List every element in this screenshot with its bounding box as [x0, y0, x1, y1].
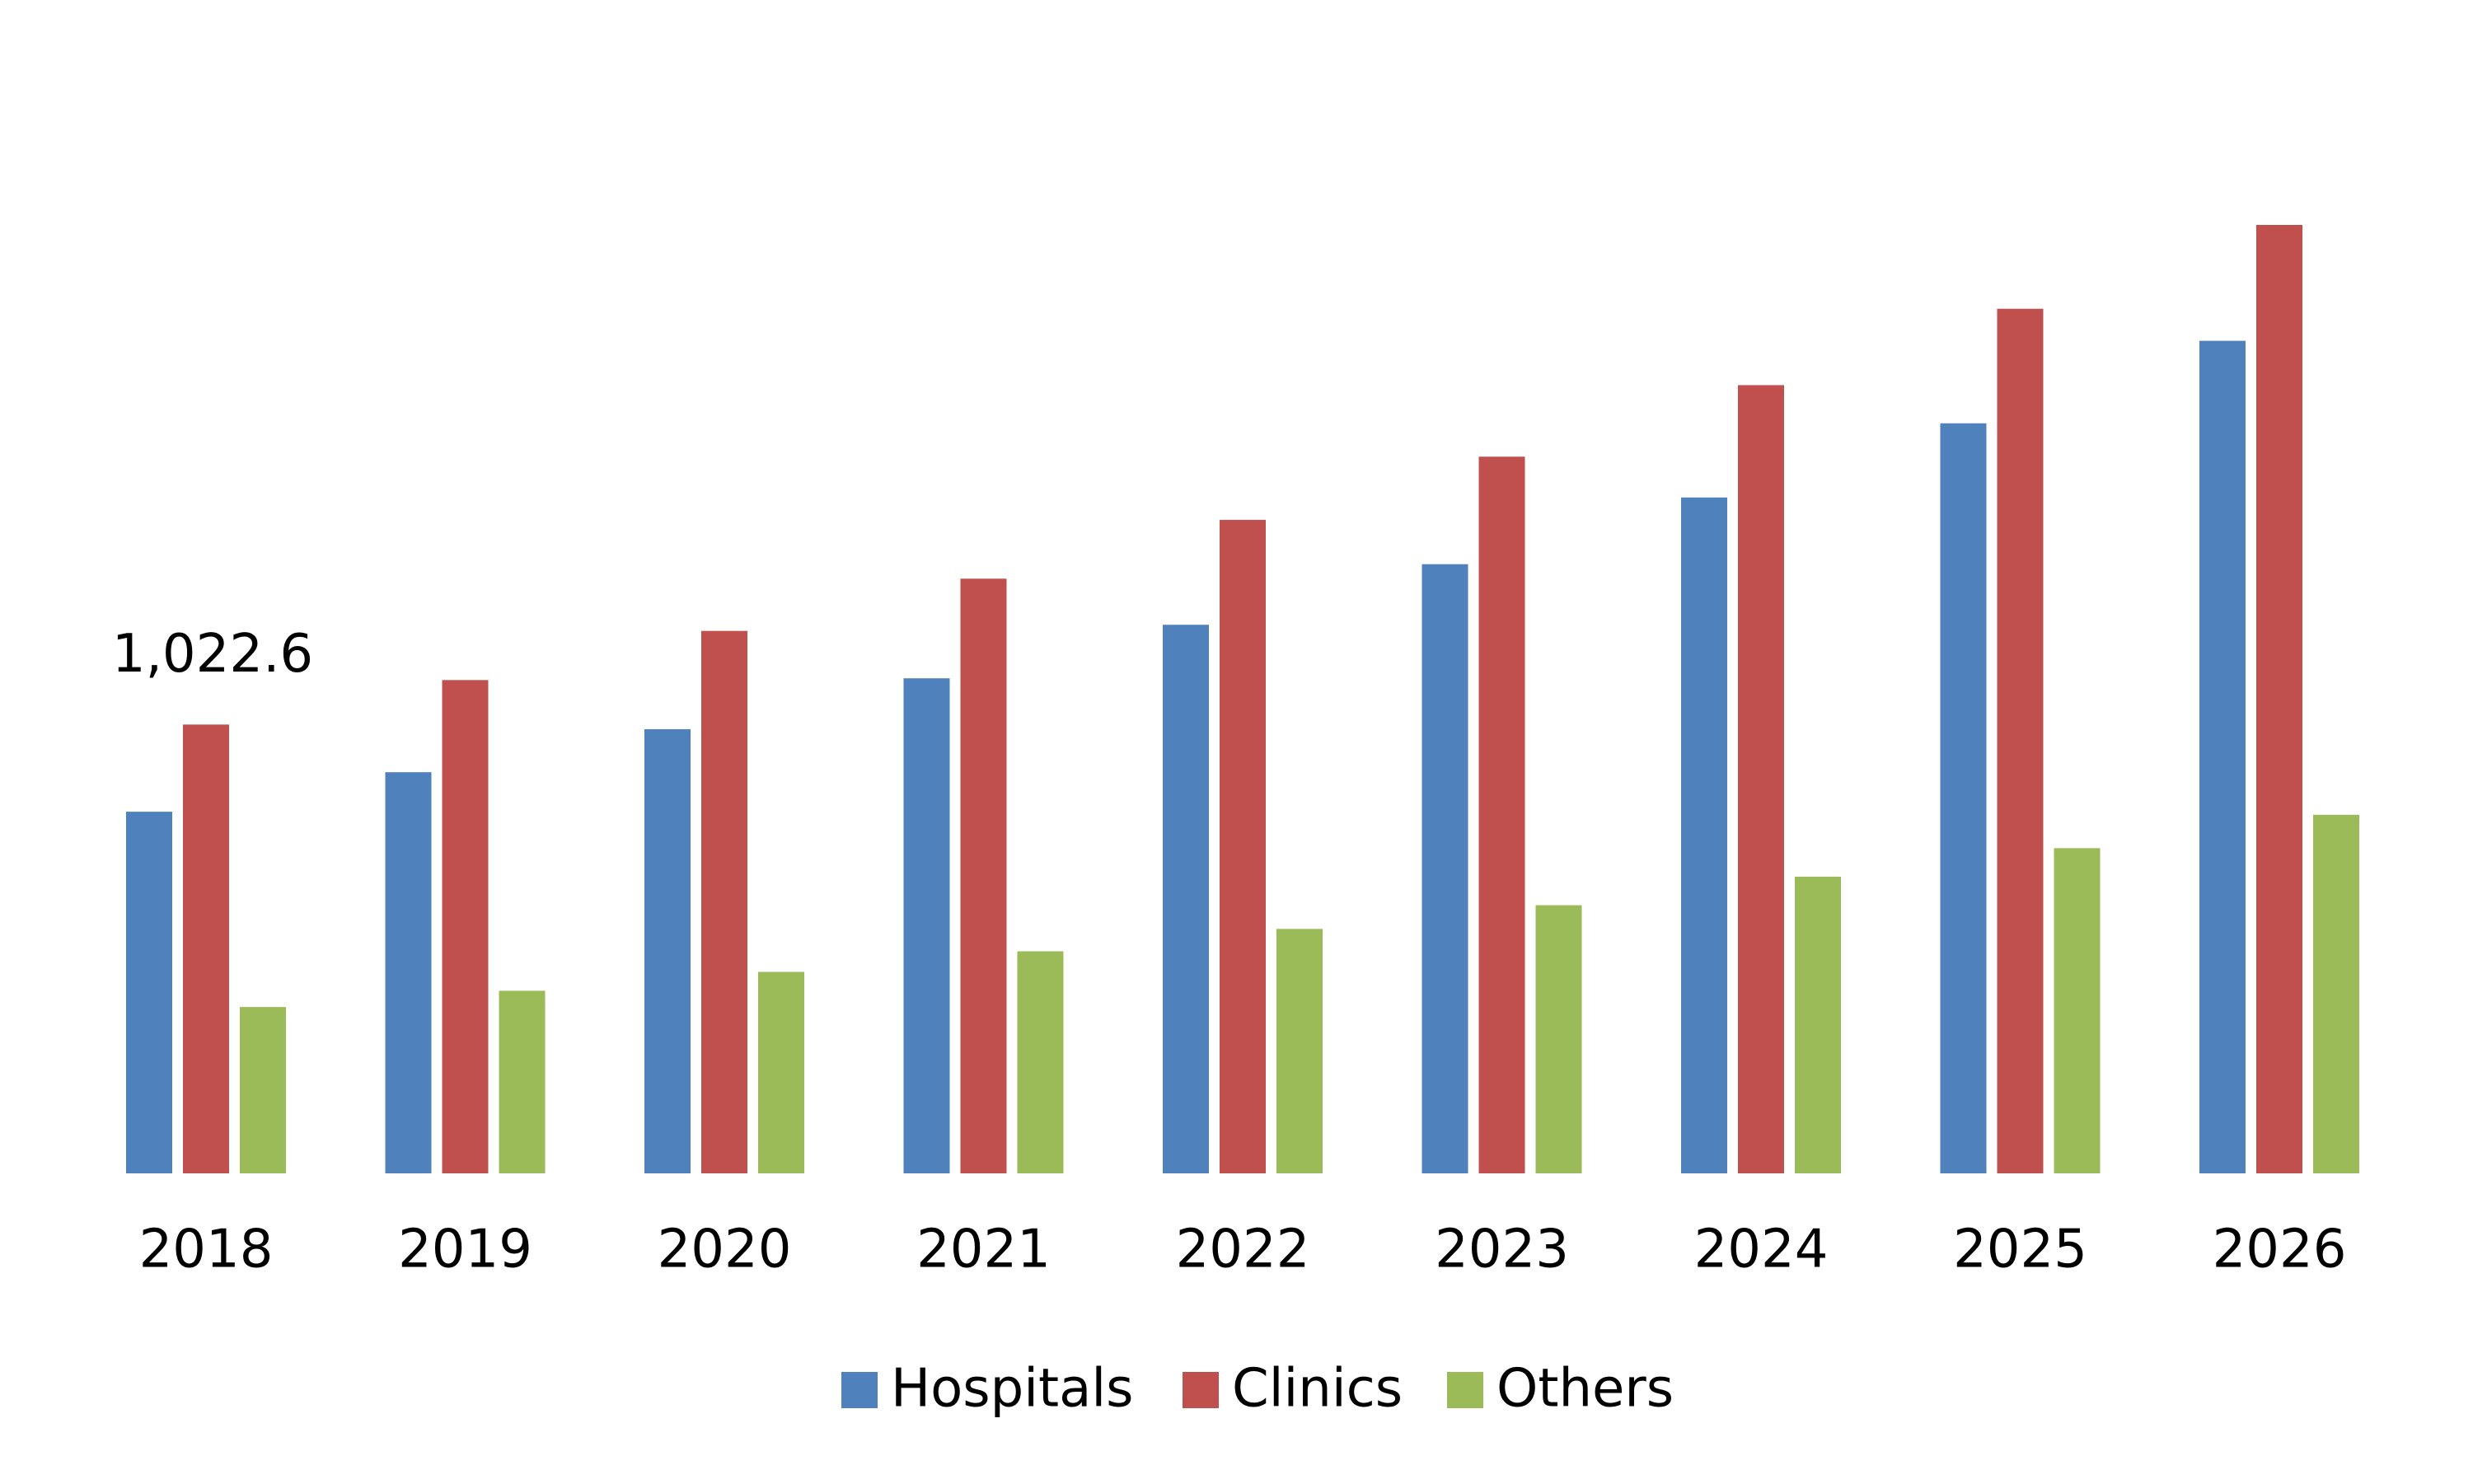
- x-tick-label: 2019: [398, 1220, 532, 1280]
- bar: [2199, 340, 2246, 1173]
- bar: [1017, 951, 1064, 1173]
- bar: [1535, 905, 1582, 1173]
- bar: [1997, 308, 2044, 1173]
- bar: [758, 971, 804, 1173]
- x-tick-label: 2025: [1953, 1220, 2087, 1280]
- bar: [2054, 848, 2101, 1173]
- legend-swatch: [1447, 1372, 1483, 1408]
- bar: [1738, 385, 1784, 1173]
- x-tick-label: 2020: [658, 1220, 792, 1280]
- bar: [644, 728, 691, 1173]
- bar: [1795, 876, 1841, 1173]
- legend-label: Others: [1496, 1359, 1674, 1420]
- legend-swatch: [1183, 1372, 1219, 1408]
- bar: [701, 630, 747, 1173]
- x-tick-label: 2023: [1435, 1220, 1569, 1280]
- x-tick-label: 2026: [2213, 1220, 2347, 1280]
- x-tick-label: 2022: [1176, 1220, 1310, 1280]
- bar: [240, 1007, 286, 1173]
- legend-label: Clinics: [1232, 1359, 1403, 1420]
- x-tick-label: 2021: [916, 1220, 1051, 1280]
- x-tick-label: 2024: [1694, 1220, 1829, 1280]
- bar: [2256, 225, 2302, 1173]
- bar: [126, 812, 172, 1173]
- bar: [385, 772, 432, 1173]
- bar: [442, 680, 489, 1173]
- bar: [1940, 423, 1987, 1173]
- bar: [903, 678, 950, 1173]
- legend-swatch: [841, 1372, 878, 1408]
- bar: [1276, 929, 1323, 1173]
- bar: [1163, 625, 1209, 1173]
- bar: [960, 578, 1007, 1173]
- bar: [2313, 814, 2359, 1173]
- bar: [1422, 564, 1468, 1173]
- bar: [183, 724, 229, 1173]
- data-label: 1,022.6: [112, 624, 313, 685]
- bar: [499, 990, 546, 1173]
- legend-label: Hospitals: [891, 1359, 1133, 1420]
- bar: [1681, 497, 1727, 1173]
- x-tick-label: 2018: [139, 1220, 274, 1280]
- bar: [1220, 519, 1266, 1173]
- bar: [1478, 456, 1525, 1173]
